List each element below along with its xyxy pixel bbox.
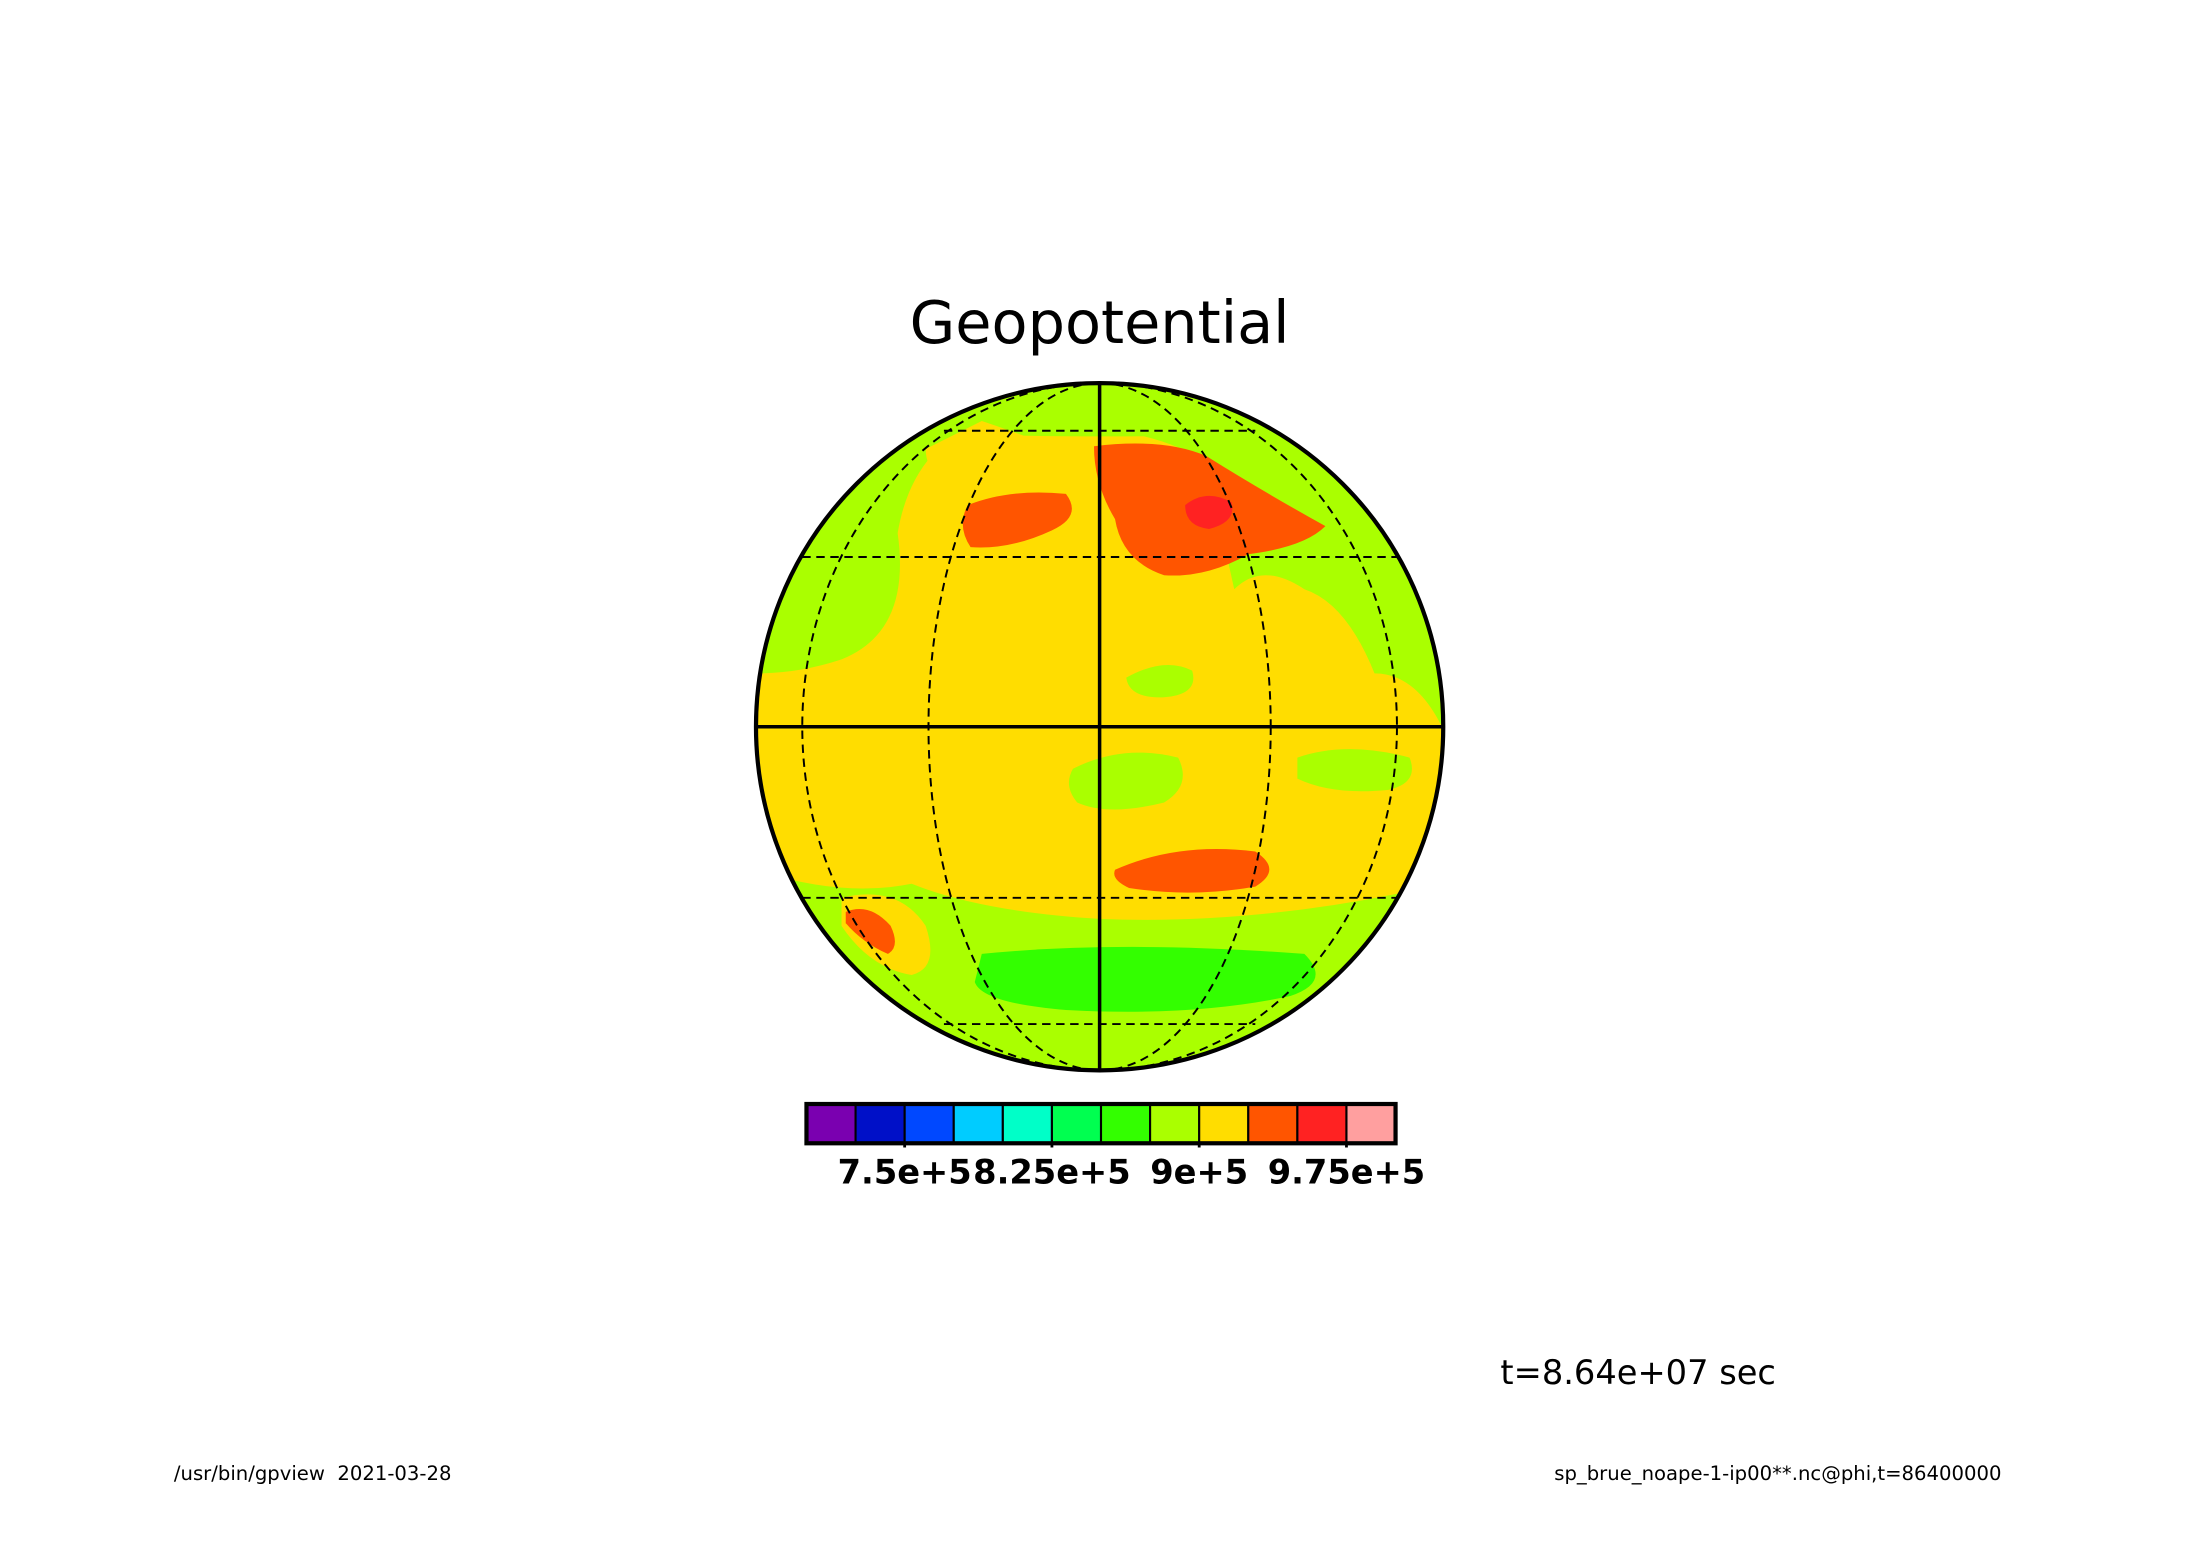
field-region xyxy=(925,420,1094,506)
field-region xyxy=(1114,848,1270,893)
colorbar-box xyxy=(903,1102,955,1145)
field-region xyxy=(974,946,1316,1012)
colorbar-box xyxy=(1296,1102,1348,1145)
field-region xyxy=(962,492,1072,548)
colorbar-box xyxy=(1149,1102,1201,1145)
chart-title: Geopotential xyxy=(910,288,1290,357)
colorbar-box xyxy=(952,1102,1004,1145)
footer-left: /usr/bin/gpview 2021-03-28 xyxy=(174,1462,452,1485)
colorbar-box xyxy=(1001,1102,1053,1145)
field-region xyxy=(1297,749,1412,792)
colorbar-box xyxy=(1099,1102,1152,1145)
field-region xyxy=(845,908,895,954)
time-label: t=8.64e+07 sec xyxy=(1500,1353,1776,1392)
colorbar-frame xyxy=(804,1101,1398,1146)
colorbar-box xyxy=(805,1102,857,1145)
colorbar-box xyxy=(1050,1102,1103,1145)
colorbar-tick-label: 9e+5 xyxy=(1150,1153,1248,1192)
colorbar-tick-label: 9.75e+5 xyxy=(1268,1153,1425,1192)
colorbar-box xyxy=(1198,1102,1250,1145)
colorbar-tick-label: 7.5e+5 xyxy=(838,1153,972,1192)
field-region xyxy=(1126,665,1194,698)
colorbar-box xyxy=(1345,1102,1397,1145)
graticule xyxy=(753,380,1446,1073)
footer-right: sp_brue_noape-1-ip00**.nc@phi,t=86400000 xyxy=(1554,1462,2001,1485)
field-region xyxy=(1185,495,1233,529)
colorbar-box xyxy=(1247,1102,1299,1145)
colorbar: 7.5e+5 8.25e+5 9e+5 9.75e+5 xyxy=(804,1101,1425,1192)
globe-outline xyxy=(753,380,1446,1073)
field-region xyxy=(1068,752,1183,810)
field-region xyxy=(755,383,1444,730)
colorbar-box xyxy=(854,1102,906,1145)
colorbar-tick-label: 8.25e+5 xyxy=(973,1153,1130,1192)
